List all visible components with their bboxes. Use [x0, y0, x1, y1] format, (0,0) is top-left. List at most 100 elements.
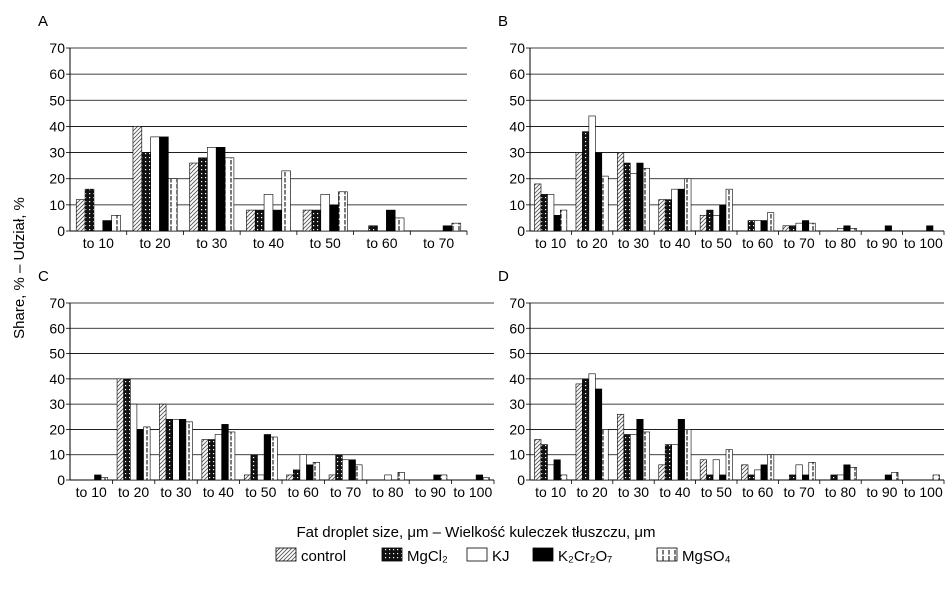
x-tick-label: to 50 [310, 235, 341, 251]
x-tick-label: to 20 [577, 484, 608, 500]
bar [189, 162, 199, 232]
x-tick-label: to 50 [701, 235, 732, 251]
x-tick-label: to 30 [618, 235, 649, 251]
bar [789, 225, 797, 232]
bar [725, 449, 733, 481]
bar [636, 162, 644, 232]
bar [725, 188, 733, 232]
bar [932, 474, 940, 481]
bar [286, 474, 294, 481]
bar [623, 434, 631, 481]
bar [802, 220, 810, 232]
bar [595, 388, 603, 481]
bar [699, 215, 707, 232]
bar [116, 378, 124, 481]
x-tick-label: to 60 [366, 235, 397, 251]
bar [215, 147, 226, 232]
bar [671, 188, 679, 232]
x-tick-label: to 30 [196, 235, 227, 251]
x-tick-label: to 60 [742, 484, 773, 500]
bar [560, 209, 568, 232]
x-tick-label: to 40 [659, 484, 690, 500]
y-tick-label: 0 [57, 223, 65, 239]
x-axis-label: Fat droplet size, μm – Wielkość kuleczek… [296, 524, 655, 541]
bar [664, 444, 672, 481]
bar [338, 191, 348, 232]
x-tick-label: to 70 [330, 484, 361, 500]
bar [482, 477, 490, 481]
bar [712, 459, 720, 481]
bar [642, 167, 650, 232]
bar [747, 220, 755, 232]
y-tick-label: 0 [517, 472, 525, 488]
bar [328, 474, 336, 481]
y-tick-label: 10 [49, 447, 65, 463]
panel-b: B 0 10 20 30 40 50 60 70 to 10 to 20 to 30 to 40 to 5… [498, 13, 945, 251]
y-tick-label: 40 [509, 371, 525, 387]
bar [442, 225, 453, 232]
y-tick-label: 60 [509, 320, 525, 336]
bar [540, 194, 548, 232]
bar [617, 413, 625, 481]
legend-swatch-mgcl2 [381, 547, 403, 562]
bar [94, 474, 102, 481]
y-tick-label: 60 [49, 320, 65, 336]
y-tick-label: 30 [49, 396, 65, 412]
bar [208, 439, 216, 481]
y-tick-label: 20 [49, 421, 65, 437]
bar [292, 469, 301, 481]
bar [623, 162, 631, 232]
bar [143, 426, 151, 481]
bar [299, 454, 307, 481]
bar [263, 194, 274, 232]
bar [246, 209, 256, 232]
y-tick-label: 40 [49, 118, 65, 134]
bar [201, 439, 209, 481]
bar [795, 464, 803, 481]
bar [329, 204, 339, 232]
bar [221, 424, 229, 481]
bar [335, 454, 343, 481]
x-tick-label: to 60 [742, 235, 773, 251]
bar [677, 188, 685, 232]
chart-panels: A 0 10 20 30 40 50 60 70 to 10 to 20 to 30 to 40 to 5… [38, 13, 945, 500]
panel-label: A [38, 13, 48, 30]
bar [636, 419, 644, 481]
bar [355, 464, 363, 481]
panel-a: A 0 10 20 30 40 50 60 70 to 10 to 20 to 30 to 40 to 5… [38, 13, 468, 251]
panel-label: D [498, 268, 509, 285]
bar [312, 461, 321, 481]
x-tick-label: to 80 [372, 484, 403, 500]
bar [760, 464, 768, 481]
bar [254, 209, 265, 232]
bar [699, 459, 707, 481]
legend-label-k2cr2o7: K₂Cr₂O₇ [558, 548, 612, 565]
bar [159, 136, 169, 232]
bar [767, 454, 775, 481]
y-tick-label: 10 [509, 197, 525, 213]
bar [281, 170, 291, 232]
bar [129, 403, 138, 481]
bar [111, 215, 121, 232]
panel-d: D 0 10 20 30 40 50 60 70 to 10 to 20 to 30 to 40 to 5… [498, 268, 945, 500]
bar [243, 474, 252, 481]
bar [795, 222, 803, 232]
legend-label-control: control [301, 548, 346, 565]
panel-label: C [38, 268, 49, 285]
y-tick-label: 30 [49, 145, 65, 161]
x-tick-label: to 90 [866, 484, 897, 500]
bar [802, 474, 810, 481]
bar [384, 474, 392, 481]
y-tick-label: 40 [49, 371, 65, 387]
bar [712, 215, 720, 232]
bar [808, 222, 816, 232]
x-tick-label: to 40 [253, 235, 284, 251]
bar [588, 373, 596, 481]
x-tick-label: to 20 [118, 484, 149, 500]
x-tick-label: to 50 [701, 484, 732, 500]
bar [159, 403, 167, 481]
y-axis-label: Share, % – Udział, % [11, 197, 28, 339]
bar [224, 157, 235, 232]
bar [165, 419, 173, 481]
